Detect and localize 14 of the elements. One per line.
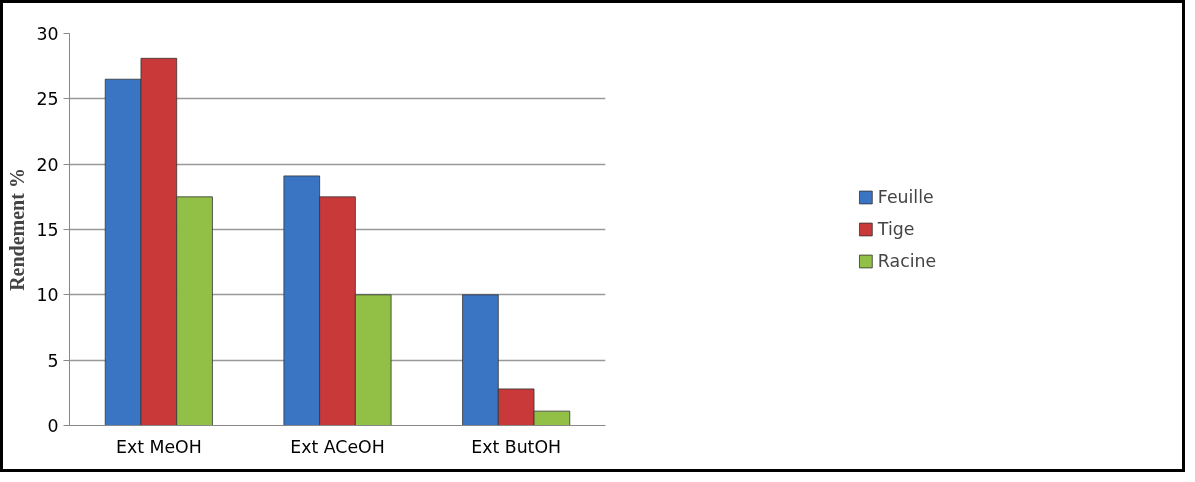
y-tick-label: 10	[36, 285, 59, 306]
legend-label: Racine	[877, 251, 937, 271]
x-tick-label: Ext ButOH	[471, 436, 562, 457]
y-tick-label: 5	[47, 350, 59, 371]
legend-label: Tige	[877, 219, 915, 239]
y-axis-title: Rendement %	[6, 168, 29, 291]
y-tick-label: 25	[36, 89, 59, 110]
y-tick-label: 30	[36, 24, 59, 44]
y-tick-label: 15	[36, 220, 59, 240]
x-tick-label: Ext MeOH	[115, 436, 202, 457]
x-tick-label: Ext ACeOH	[290, 436, 385, 457]
y-tick-label: 0	[47, 416, 59, 436]
y-tick-label: 20	[36, 154, 59, 175]
legend-label: Feuille	[877, 187, 934, 207]
